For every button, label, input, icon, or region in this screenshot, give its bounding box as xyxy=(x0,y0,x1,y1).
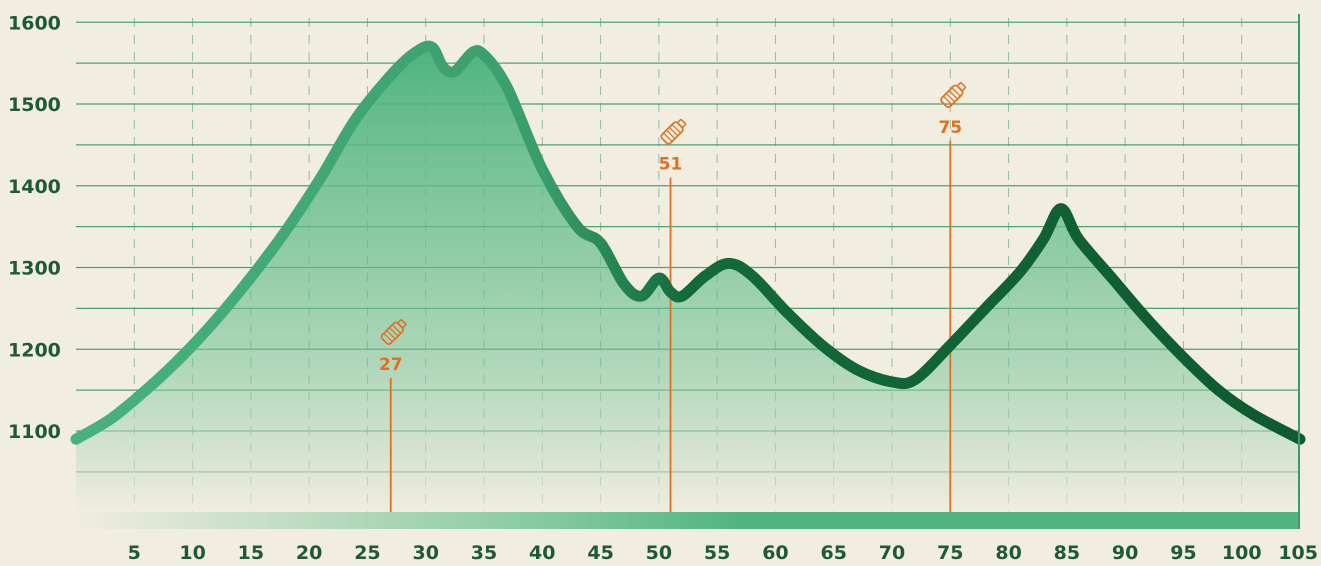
water-station-marker: 51 xyxy=(659,118,687,515)
x-tick-label: 65 xyxy=(820,542,846,564)
bottle-icon xyxy=(380,319,407,345)
bottle-neck xyxy=(956,82,966,92)
y-axis-ticks: 1100 1200 1300 1400 1500 1600 xyxy=(8,12,61,443)
bottle-rib xyxy=(951,87,961,97)
x-tick-label: 15 xyxy=(238,542,264,564)
x-tick-label: 25 xyxy=(354,542,380,564)
y-tick-label: 1500 xyxy=(8,94,61,116)
bottle-neck xyxy=(677,118,687,129)
bottle-rib xyxy=(948,90,958,100)
x-tick-label: 10 xyxy=(179,542,205,564)
bottle-rib xyxy=(942,95,953,106)
x-tick-label: 105 xyxy=(1278,542,1318,564)
water-station-marker: 27 xyxy=(379,319,407,515)
bottle-rib xyxy=(383,332,393,343)
y-tick-label: 1400 xyxy=(8,176,61,198)
bottle-rib xyxy=(666,129,676,140)
x-tick-label: 50 xyxy=(646,542,672,564)
y-tick-label: 1100 xyxy=(8,421,61,443)
bottle-rib xyxy=(668,126,679,137)
bottle-rib xyxy=(391,324,402,334)
x-axis-bar xyxy=(76,512,1300,529)
x-axis-ticks: 5 10 15 20 25 30 35 40 45 50 55 60 65 70 75 80 85 90 95 100… xyxy=(128,542,1318,564)
x-tick-label: 90 xyxy=(1112,542,1138,564)
bottle-rib xyxy=(663,132,673,142)
bottle-icon xyxy=(940,82,966,108)
x-tick-label: 30 xyxy=(412,542,438,564)
y-tick-label: 1600 xyxy=(8,12,61,34)
water-station-marker: 75 xyxy=(938,82,966,515)
x-tick-label: 45 xyxy=(587,542,613,564)
x-tick-label: 70 xyxy=(879,542,905,564)
x-tick-label: 85 xyxy=(1054,542,1080,564)
y-tick-label: 1300 xyxy=(8,258,61,280)
x-tick-label: 60 xyxy=(762,542,788,564)
marker-label: 51 xyxy=(659,155,683,175)
x-tick-label: 20 xyxy=(296,542,322,564)
marker-label: 75 xyxy=(938,118,962,138)
x-tick-label: 55 xyxy=(704,542,730,564)
elevation-area xyxy=(76,46,1300,513)
bottle-rib xyxy=(389,327,399,337)
bottle-neck xyxy=(397,319,407,329)
water-stations: 27 51 75 xyxy=(379,82,966,515)
y-tick-label: 1200 xyxy=(8,339,61,361)
bottle-rib xyxy=(671,124,682,134)
x-tick-label: 95 xyxy=(1170,542,1196,564)
elevation-line xyxy=(70,40,1306,445)
x-tick-label: 80 xyxy=(995,542,1021,564)
x-tick-label: 5 xyxy=(128,542,141,564)
x-tick-label: 35 xyxy=(471,542,497,564)
x-tick-label: 75 xyxy=(937,542,963,564)
marker-label: 27 xyxy=(379,355,403,375)
bottle-icon xyxy=(660,118,687,145)
x-tick-label: 100 xyxy=(1222,542,1262,564)
bottle-rib xyxy=(386,330,396,340)
bottle-rib xyxy=(945,92,956,103)
x-tick-label: 40 xyxy=(529,542,555,564)
